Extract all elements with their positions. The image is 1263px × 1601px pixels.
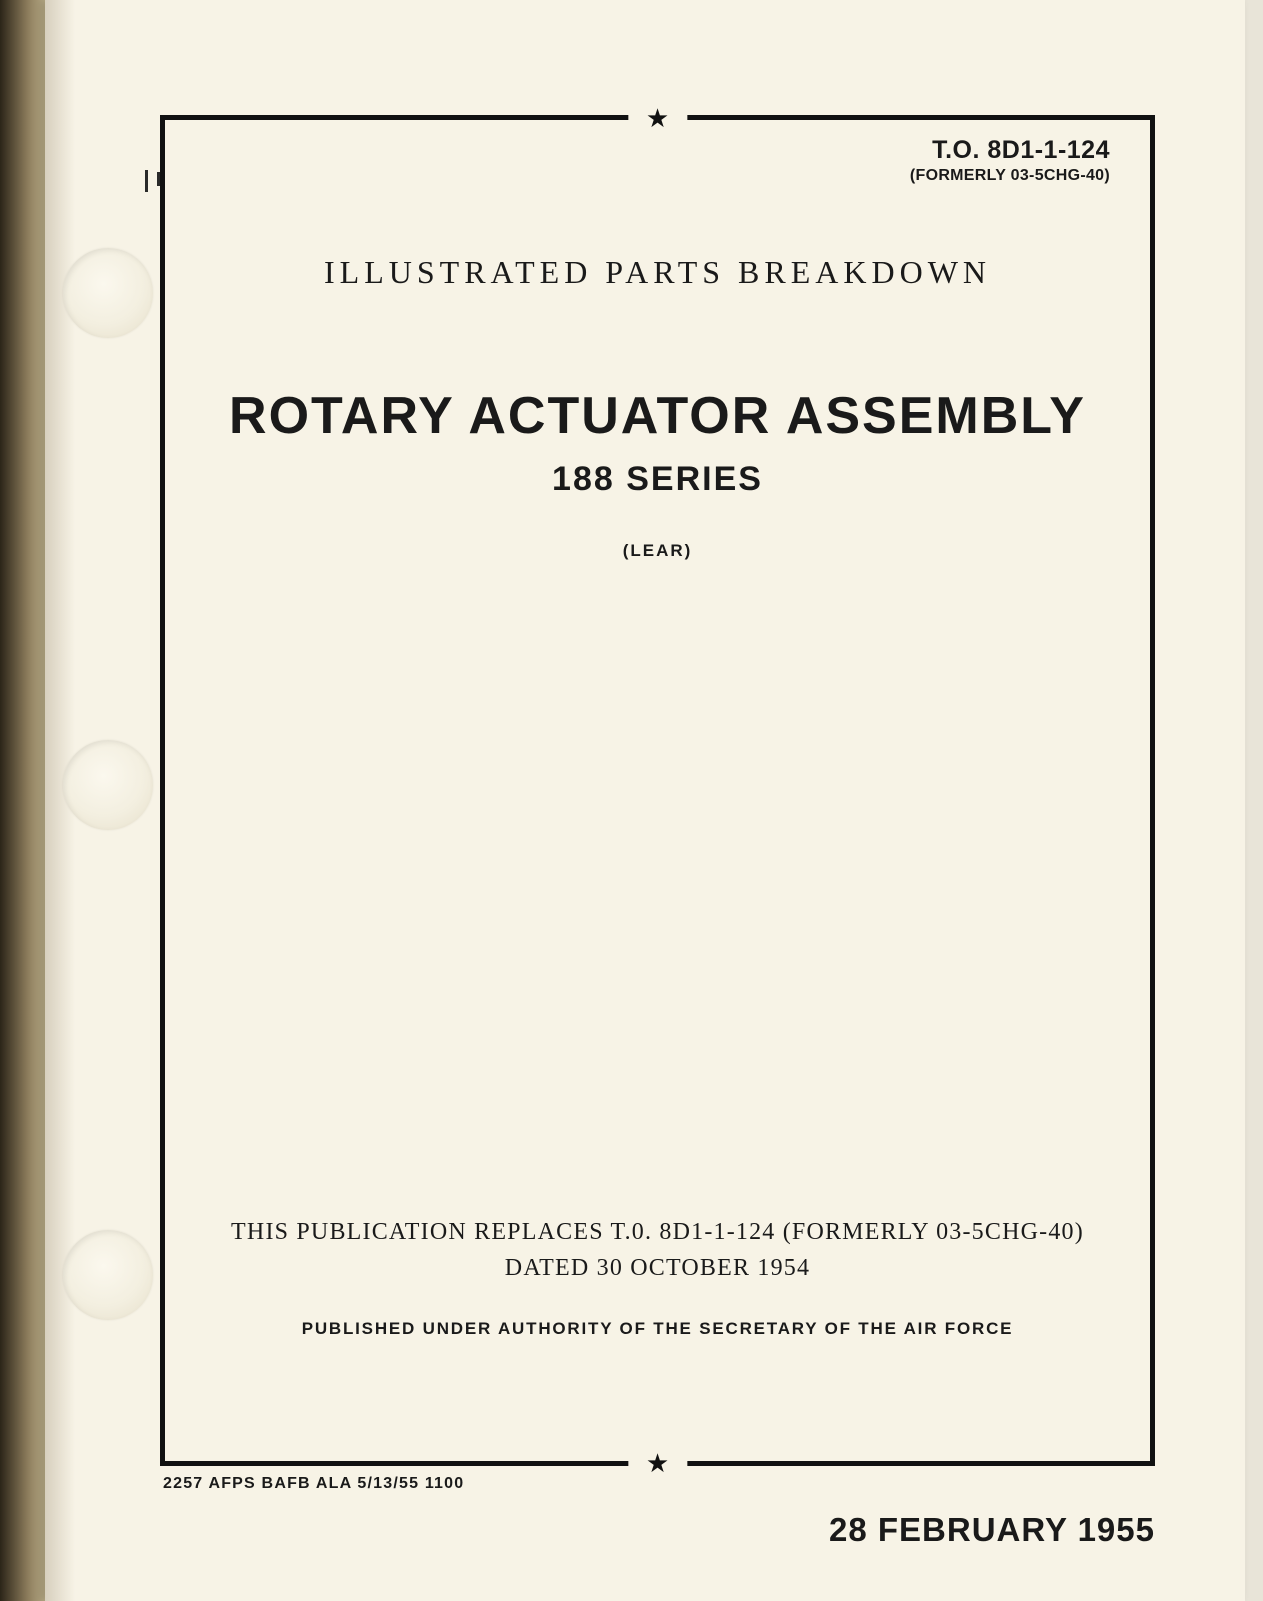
authority-line: PUBLISHED UNDER AUTHORITY OF THE SECRETA… — [165, 1316, 1150, 1342]
content-area: T.O. 8D1-1-124 (FORMERLY 03-5CHG-40) ILL… — [165, 120, 1150, 1461]
replaces-line-2: DATED 30 OCTOBER 1954 — [165, 1250, 1150, 1286]
punch-hole — [63, 740, 153, 830]
title-main: ROTARY ACTUATOR ASSEMBLY — [203, 386, 1112, 446]
scan-artifact — [145, 170, 148, 192]
supersession-block: THIS PUBLICATION REPLACES T.0. 8D1-1-124… — [165, 1214, 1150, 1342]
print-code: 2257 AFPS BAFB ALA 5/13/55 1100 — [163, 1475, 464, 1493]
document-page: ★ ★ T.O. 8D1-1-124 (FORMERLY 03-5CHG-40)… — [45, 0, 1245, 1601]
manufacturer: (LEAR) — [203, 541, 1112, 561]
scan-left-strip — [0, 0, 45, 1601]
to-block: T.O. 8D1-1-124 (FORMERLY 03-5CHG-40) — [910, 136, 1110, 185]
issue-date: 28 FEBRUARY 1955 — [829, 1511, 1155, 1549]
replaces-line-1: THIS PUBLICATION REPLACES T.0. 8D1-1-124… — [165, 1214, 1150, 1250]
section-label: ILLUSTRATED PARTS BREAKDOWN — [203, 254, 1112, 291]
to-number: T.O. 8D1-1-124 — [910, 136, 1110, 165]
punch-hole — [63, 248, 153, 338]
punch-hole — [63, 1230, 153, 1320]
title-series: 188 SERIES — [203, 460, 1112, 499]
to-former: (FORMERLY 03-5CHG-40) — [910, 167, 1110, 185]
page-frame: ★ ★ T.O. 8D1-1-124 (FORMERLY 03-5CHG-40)… — [160, 115, 1155, 1466]
